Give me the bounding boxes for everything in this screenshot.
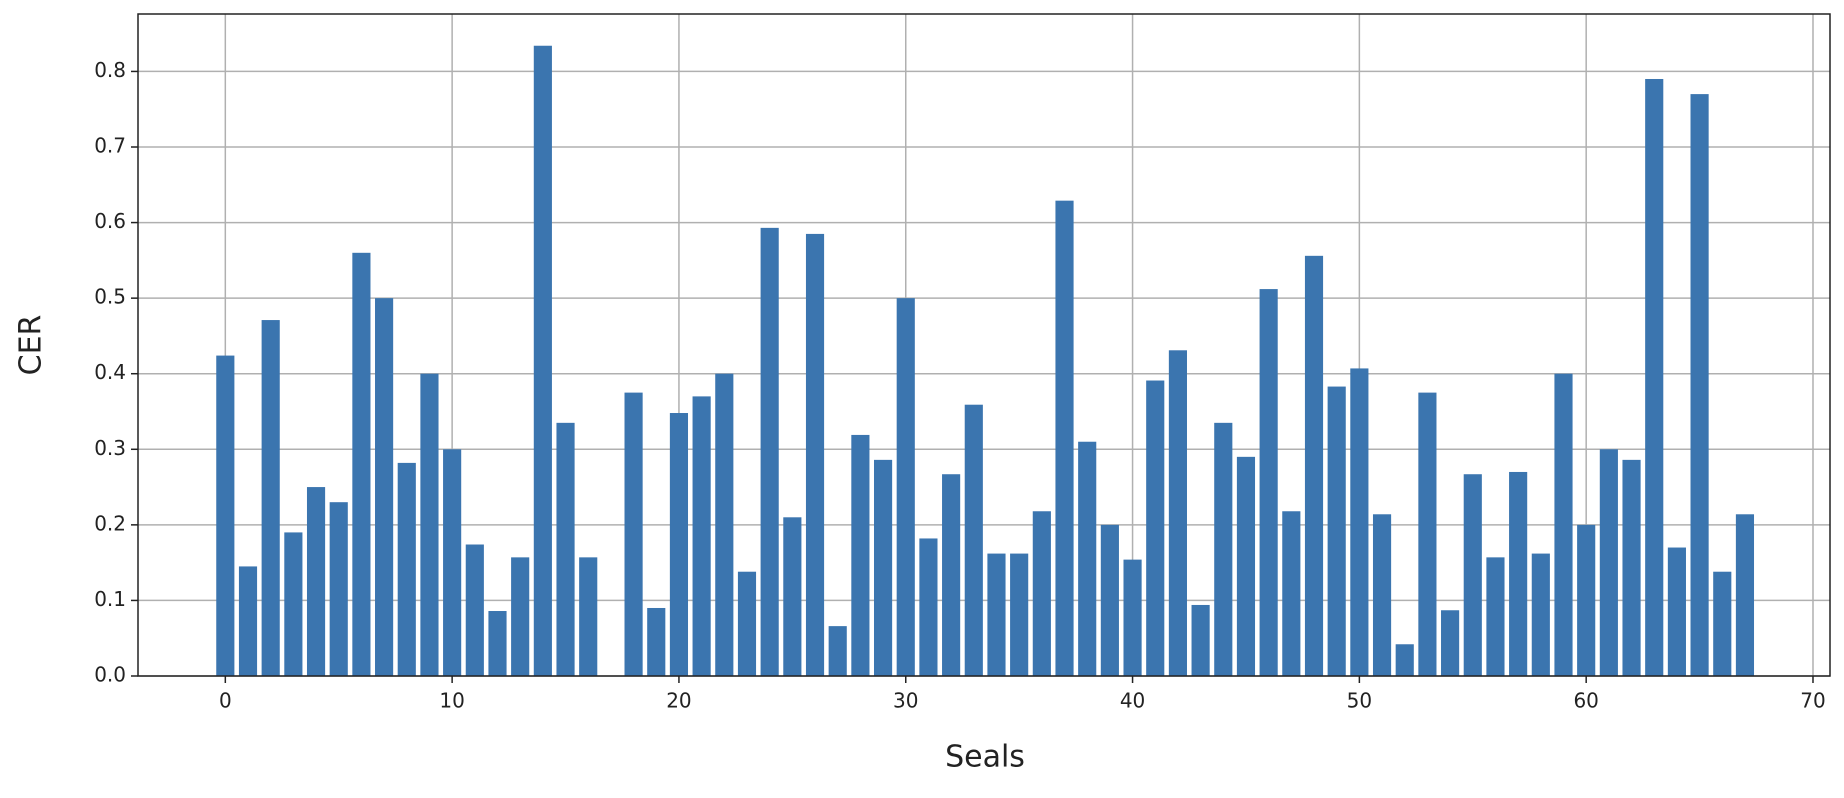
bar	[238, 566, 258, 676]
x-tick-label: 40	[1120, 689, 1145, 713]
bar	[1509, 471, 1528, 676]
bar	[1259, 289, 1278, 676]
bar	[443, 449, 462, 676]
bar	[1146, 380, 1165, 676]
x-axis-label: Seals	[945, 740, 1025, 775]
bar	[737, 571, 757, 676]
bar	[1078, 441, 1097, 676]
bar	[1304, 255, 1324, 676]
x-tick-label: 50	[1347, 689, 1372, 713]
bar	[760, 227, 779, 676]
y-tick-label: 0.4	[94, 360, 126, 384]
bar	[1599, 449, 1618, 676]
bar	[1735, 514, 1755, 676]
y-tick-label: 0.1	[94, 587, 126, 611]
y-tick-label: 0.2	[94, 511, 126, 535]
bar	[1690, 94, 1709, 676]
bar	[1168, 350, 1187, 676]
bar	[397, 462, 416, 676]
x-tick-label: 10	[439, 689, 464, 713]
bar	[987, 553, 1006, 676]
bar	[1622, 459, 1641, 676]
bar	[1577, 524, 1596, 676]
bar	[1123, 559, 1142, 676]
bar	[420, 373, 439, 676]
bar	[1100, 524, 1119, 676]
y-tick-label: 0.7	[94, 134, 126, 158]
bar	[805, 233, 825, 677]
bar	[1055, 200, 1074, 676]
y-tick-label: 0.3	[94, 436, 126, 460]
x-tick-label: 30	[893, 689, 918, 713]
bar	[556, 422, 575, 676]
bar	[1032, 511, 1051, 676]
bar	[647, 607, 666, 676]
bar	[1191, 604, 1210, 676]
bar	[828, 626, 847, 676]
bar	[1463, 474, 1482, 676]
y-tick-label: 0.8	[94, 58, 126, 82]
y-axis-label: CER	[14, 315, 49, 376]
bar	[216, 355, 235, 676]
bar	[261, 320, 280, 676]
bar	[1372, 514, 1392, 676]
bar	[1010, 553, 1029, 676]
bar	[284, 532, 303, 676]
bar	[964, 404, 983, 676]
bar	[1531, 553, 1550, 676]
bar	[1418, 392, 1437, 676]
bar	[488, 611, 507, 676]
bar	[715, 373, 734, 676]
bar	[1350, 368, 1369, 676]
bar	[1667, 547, 1686, 676]
y-tick-label: 0.6	[94, 209, 126, 233]
bar	[329, 502, 348, 676]
x-tick-label: 0	[219, 689, 232, 713]
x-tick-label: 20	[666, 689, 691, 713]
plot-frame	[137, 13, 1831, 677]
bar	[1554, 373, 1573, 676]
bar	[375, 298, 394, 676]
bar	[919, 538, 938, 676]
bar	[511, 557, 530, 676]
bar	[1441, 610, 1460, 676]
bar	[783, 517, 802, 676]
bar	[1282, 511, 1301, 676]
bar	[851, 434, 870, 676]
bar	[579, 557, 598, 676]
bar	[942, 474, 961, 676]
bar	[692, 396, 711, 676]
bar	[1395, 644, 1414, 676]
bar	[533, 45, 552, 676]
bar	[669, 413, 689, 676]
bar	[896, 298, 915, 676]
bar	[1486, 557, 1505, 676]
bar	[624, 392, 643, 676]
x-tick-label: 60	[1573, 689, 1598, 713]
bar	[1645, 78, 1664, 677]
bar	[352, 252, 371, 676]
bar	[1713, 571, 1732, 676]
bar	[306, 487, 326, 676]
bar	[1327, 386, 1346, 676]
y-tick-label: 0.0	[94, 663, 126, 687]
bar	[873, 459, 893, 676]
y-tick-label: 0.5	[94, 285, 126, 309]
bar	[1236, 456, 1256, 676]
bar	[465, 544, 484, 676]
bar	[1214, 422, 1233, 676]
x-tick-label: 70	[1800, 689, 1825, 713]
